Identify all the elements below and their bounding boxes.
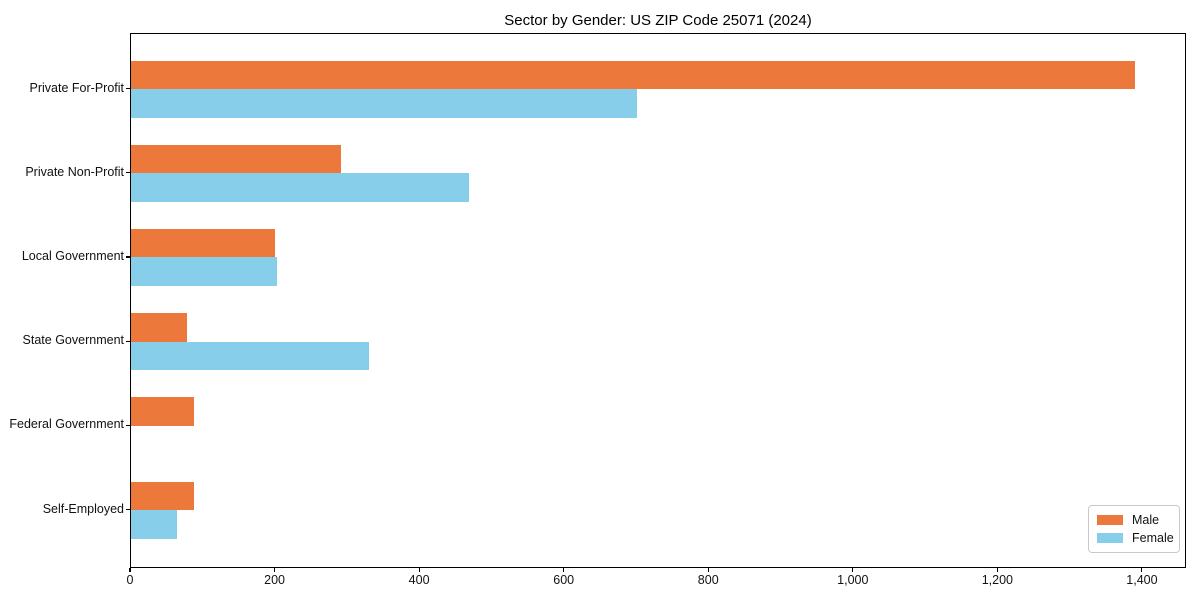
legend-label-male: Male	[1132, 512, 1160, 527]
legend-label-female: Female	[1132, 531, 1174, 546]
x-tick-mark	[129, 568, 131, 572]
y-tick-mark	[126, 509, 130, 511]
legend-item-female: Female	[1097, 531, 1174, 546]
x-axis-label-4: 800	[697, 573, 719, 587]
y-axis-label-5: Self-Employed	[42, 501, 124, 516]
x-tick-mark	[1141, 568, 1143, 572]
x-axis-label-3: 600	[553, 573, 575, 587]
bar-female-1	[131, 173, 469, 202]
x-tick-mark	[418, 568, 420, 572]
x-tick-mark	[996, 568, 998, 572]
legend: Male Female	[1088, 505, 1180, 553]
bar-female-5	[131, 510, 178, 539]
x-axis-label-6: 1,200	[981, 573, 1013, 587]
x-axis-label-7: 1,400	[1126, 573, 1158, 587]
legend-swatch-female-icon	[1097, 533, 1123, 544]
y-tick-mark	[126, 424, 130, 426]
bar-male-0	[131, 60, 1135, 89]
plot-area	[130, 33, 1186, 568]
y-axis-label-2: Local Government	[21, 248, 124, 263]
y-axis-label-3: State Government	[22, 333, 124, 348]
y-axis-label-1: Private Non-Profit	[25, 164, 124, 179]
bar-male-5	[131, 481, 195, 510]
x-axis-label-2: 400	[408, 573, 430, 587]
y-tick-mark	[126, 172, 130, 174]
x-tick-mark	[707, 568, 709, 572]
y-tick-mark	[126, 256, 130, 258]
y-tick-mark	[126, 88, 130, 90]
x-tick-mark	[852, 568, 854, 572]
x-tick-mark	[563, 568, 565, 572]
bar-male-2	[131, 228, 276, 258]
bar-male-3	[131, 313, 188, 342]
bar-male-1	[131, 144, 341, 174]
legend-swatch-male-icon	[1097, 514, 1123, 525]
x-axis-label-5: 1,000	[837, 573, 869, 587]
x-axis-label-0: 0	[126, 573, 134, 587]
y-axis-label-0: Private For-Profit	[29, 80, 124, 95]
bar-female-2	[131, 257, 278, 286]
x-axis-label-1: 200	[264, 573, 285, 587]
x-tick-mark	[273, 568, 276, 572]
y-axis-label-4: Federal Government	[9, 417, 124, 432]
chart-title: Sector by Gender: US ZIP Code 25071 (202…	[504, 12, 812, 29]
bar-female-3	[131, 341, 370, 371]
y-tick-mark	[126, 340, 130, 342]
bar-male-4	[131, 397, 195, 426]
legend-item-male: Male	[1097, 513, 1171, 527]
bar-female-0	[131, 89, 638, 118]
